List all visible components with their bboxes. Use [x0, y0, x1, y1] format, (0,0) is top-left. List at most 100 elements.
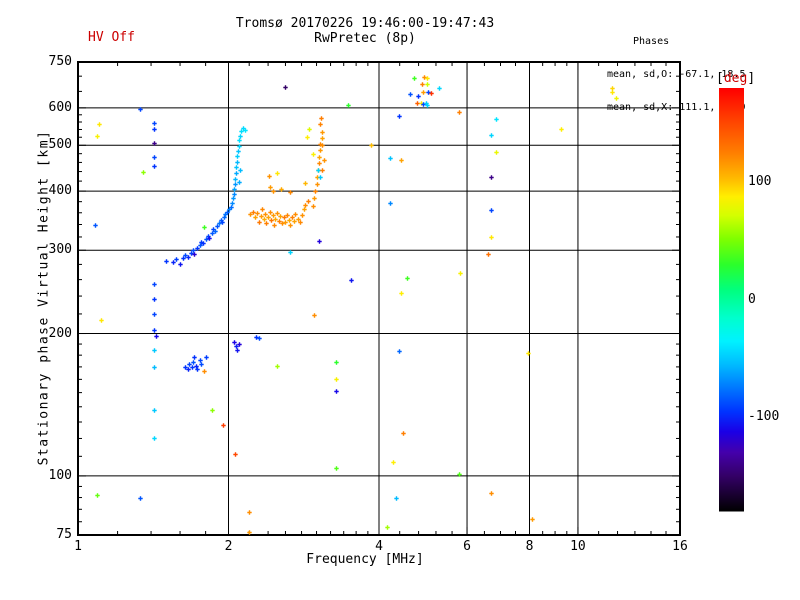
colorbar-gradient-slice	[719, 197, 744, 199]
colorbar-gradient-slice	[719, 202, 744, 204]
colorbar-gradient-slice	[719, 215, 744, 217]
data-point	[204, 355, 209, 360]
colorbar-gradient-slice	[719, 95, 744, 97]
data-point	[312, 196, 317, 201]
colorbar-gradient-slice	[719, 342, 744, 344]
colorbar-gradient-slice	[719, 395, 744, 397]
data-point	[186, 367, 191, 372]
data-point	[530, 517, 535, 522]
colorbar-gradient-slice	[719, 292, 744, 294]
data-point	[254, 335, 259, 340]
colorbar-gradient-slice	[719, 497, 744, 499]
colorbar-gradient-slice	[719, 498, 744, 500]
y-tick-label: 500	[48, 137, 72, 153]
data-point	[95, 493, 100, 498]
colorbar-gradient-slice	[719, 460, 744, 462]
colorbar-gradient-slice	[719, 278, 744, 280]
colorbar-gradient-slice	[719, 307, 744, 309]
data-point	[421, 102, 426, 107]
data-point	[237, 342, 242, 347]
colorbar-gradient-slice	[719, 467, 744, 469]
colorbar-gradient-slice	[719, 129, 744, 131]
data-point	[426, 90, 431, 95]
colorbar-gradient-slice	[719, 169, 744, 171]
colorbar-gradient-slice	[719, 418, 744, 420]
data-point	[287, 218, 292, 223]
colorbar-gradient-slice	[719, 310, 744, 312]
colorbar-gradient-slice	[719, 373, 744, 375]
data-point	[264, 221, 269, 226]
data-point	[191, 360, 196, 365]
data-point	[152, 365, 157, 370]
plot-subtitle: RwPretec (8p)	[314, 31, 416, 46]
data-point	[415, 101, 420, 106]
colorbar-gradient-slice	[719, 386, 744, 388]
colorbar-gradient-slice	[719, 427, 744, 429]
colorbar-gradient-slice	[719, 188, 744, 190]
colorbar-gradient-slice	[719, 200, 744, 202]
colorbar-gradient-slice	[719, 250, 744, 252]
data-point	[247, 530, 252, 535]
colorbar-gradient-slice	[719, 457, 744, 459]
data-point	[296, 217, 301, 222]
colorbar-gradient-slice	[719, 172, 744, 174]
colorbar-gradient-slice	[719, 437, 744, 439]
colorbar-gradient-slice	[719, 249, 744, 251]
colorbar-gradient-slice	[719, 146, 744, 148]
data-point	[458, 271, 463, 276]
colorbar-gradient-slice	[719, 399, 744, 401]
colorbar-gradient-slice	[719, 244, 744, 246]
colorbar-gradient-slice	[719, 165, 744, 167]
colorbar-gradient-slice	[719, 130, 744, 132]
data-point	[237, 144, 242, 149]
data-point	[349, 278, 354, 283]
colorbar-gradient-slice	[719, 347, 744, 349]
data-point	[215, 224, 220, 229]
data-point	[312, 313, 317, 318]
colorbar-gradient-slice	[719, 124, 744, 126]
colorbar-gradient-slice	[719, 151, 744, 153]
colorbar-gradient-slice	[719, 241, 744, 243]
data-point	[457, 472, 462, 477]
data-point	[202, 369, 207, 374]
colorbar-gradient-slice	[719, 220, 744, 222]
colorbar-unit-text: deg	[723, 71, 748, 86]
data-point	[494, 117, 499, 122]
colorbar-gradient-slice	[719, 179, 744, 181]
colorbar-gradient-slice	[719, 196, 744, 198]
data-point	[489, 133, 494, 138]
data-point	[614, 96, 619, 101]
colorbar-gradient-slice	[719, 377, 744, 379]
colorbar-gradient-slice	[719, 286, 744, 288]
colorbar-gradient-slice	[719, 279, 744, 281]
colorbar-gradient-slice	[719, 490, 744, 492]
data-point	[231, 196, 236, 201]
data-point	[317, 161, 322, 166]
data-point	[152, 328, 157, 333]
colorbar-gradient-slice	[719, 236, 744, 238]
data-point	[238, 168, 243, 173]
colorbar-gradient-slice	[719, 323, 744, 325]
x-tick-label: 6	[463, 539, 471, 554]
colorbar-gradient-slice	[719, 204, 744, 206]
colorbar-gradient-slice	[719, 297, 744, 299]
data-point	[194, 364, 199, 369]
data-point	[263, 212, 268, 217]
colorbar-gradient-slice	[719, 400, 744, 402]
colorbar-gradient-slice	[719, 355, 744, 357]
colorbar-gradient-slice	[719, 359, 744, 361]
y-tick-label: 750	[48, 54, 72, 69]
colorbar-gradient-slice	[719, 186, 744, 188]
colorbar-gradient-slice	[719, 102, 744, 104]
colorbar-gradient-slice	[719, 270, 744, 272]
colorbar-unit-label: [deg]	[716, 71, 755, 86]
colorbar-gradient-slice	[719, 312, 744, 314]
colorbar-gradient-slice	[719, 468, 744, 470]
data-point	[320, 136, 325, 141]
colorbar-gradient-slice	[719, 171, 744, 173]
y-tick-label: 200	[48, 325, 72, 341]
colorbar-gradient-slice	[719, 213, 744, 215]
colorbar-gradient-slice	[719, 257, 744, 259]
colorbar-gradient-slice	[719, 501, 744, 503]
colorbar-gradient-slice	[719, 295, 744, 297]
